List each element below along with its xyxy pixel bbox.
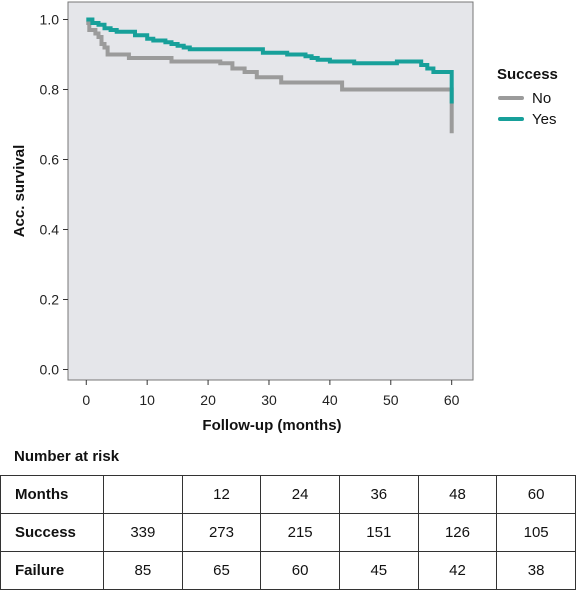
x-tick-label: 40 (322, 392, 338, 408)
table-cell: 60 (496, 475, 576, 514)
y-axis: 0.0 0.2 0.4 0.6 0.8 1.0 (40, 12, 68, 378)
series-line-no (86, 21, 454, 134)
table-cell: 215 (260, 513, 340, 552)
y-tick-label: 0.4 (40, 222, 60, 238)
plot-area (67, 1, 474, 381)
y-tick-label: 0.0 (40, 362, 60, 378)
table-cell (103, 475, 183, 514)
legend-label-yes: Yes (532, 111, 556, 128)
x-axis-title: Follow-up (months) (202, 417, 341, 434)
y-tick-label: 0.6 (40, 152, 60, 168)
legend-title: Success (497, 66, 558, 83)
table-cell: 65 (181, 551, 262, 590)
table-cell: 60 (260, 551, 340, 590)
x-tick-label: 30 (261, 392, 277, 408)
table-cell: 48 (417, 475, 498, 514)
table-cell: 151 (338, 513, 419, 552)
x-tick-label: 60 (444, 392, 460, 408)
risk-table: Months 12 24 36 48 60 Success 339 273 21… (0, 475, 576, 590)
table-cell: 105 (496, 513, 576, 552)
table-cell: 339 (103, 513, 183, 552)
legend-label-no: No (532, 90, 551, 107)
table-row: Success 339 273 215 151 126 105 (0, 513, 576, 552)
km-chart: 0.0 0.2 0.4 0.6 0.8 1.0 0 10 20 30 40 50 60 Acc. su… (11, 1, 558, 434)
x-tick-label: 0 (82, 392, 90, 408)
series-line-yes (86, 17, 454, 104)
table-cell: 85 (103, 551, 183, 590)
table-row: Failure 85 65 60 45 42 38 (0, 551, 576, 590)
table-cell: 36 (338, 475, 419, 514)
table-row: Months 12 24 36 48 60 (0, 475, 576, 514)
row-header-success: Success (0, 513, 104, 552)
x-tick-label: 10 (139, 392, 155, 408)
table-cell: 24 (260, 475, 340, 514)
risk-table-title: Number at risk (14, 448, 120, 465)
table-cell: 45 (338, 551, 419, 590)
y-axis-title: Acc. survival (11, 145, 28, 238)
x-tick-label: 20 (200, 392, 216, 408)
row-header-months: Months (0, 475, 104, 514)
y-tick-label: 1.0 (40, 12, 60, 28)
x-axis: 0 10 20 30 40 50 60 (82, 380, 460, 408)
x-tick-label: 50 (383, 392, 399, 408)
table-cell: 38 (496, 551, 576, 590)
survival-curves (86, 17, 454, 134)
table-cell: 12 (181, 475, 262, 514)
table-cell: 42 (417, 551, 498, 590)
y-tick-label: 0.2 (40, 292, 60, 308)
row-header-failure: Failure (0, 551, 104, 590)
y-tick-label: 0.8 (40, 82, 60, 98)
table-cell: 273 (181, 513, 262, 552)
table-cell: 126 (417, 513, 498, 552)
legend: Success No Yes (497, 66, 558, 128)
